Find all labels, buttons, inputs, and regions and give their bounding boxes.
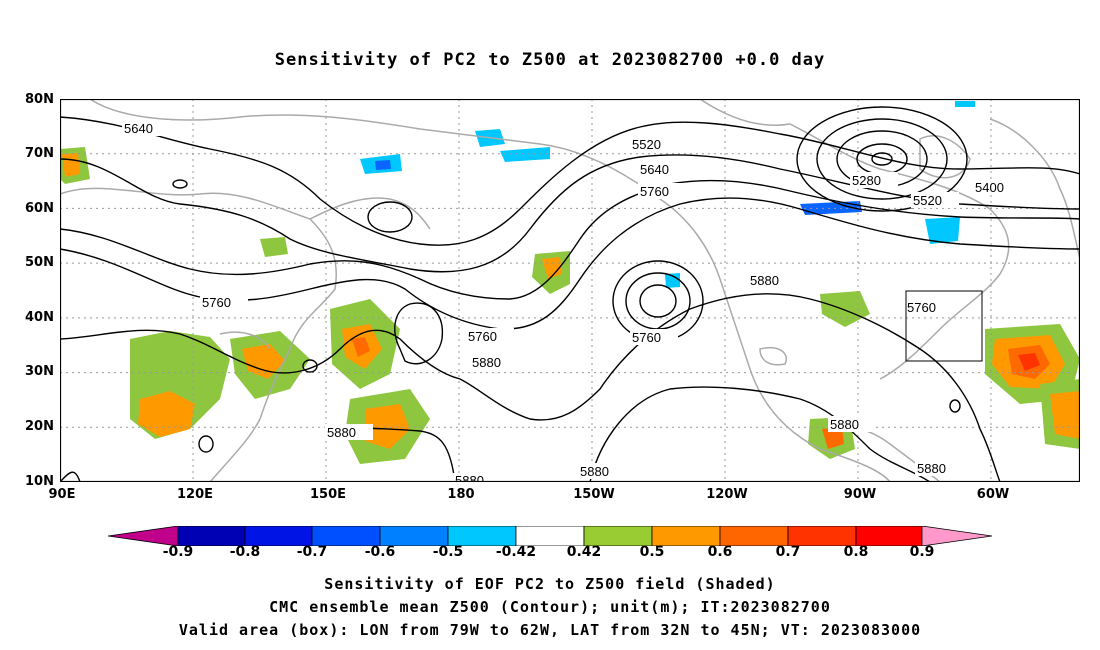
shade-negative xyxy=(375,160,391,170)
contour-label: 5880 xyxy=(455,473,484,482)
plot-title: Sensitivity of PC2 to Z500 at 2023082700… xyxy=(274,50,826,70)
map-panel: 5640 5520 5640 5760 5280 5400 5520 5760 … xyxy=(60,99,1080,482)
colorbar-label: 0.5 xyxy=(639,544,665,560)
shade-positive xyxy=(1018,353,1040,371)
shade-positive xyxy=(242,344,285,379)
lat-label-80n: 80N xyxy=(25,92,54,107)
colorbar-swatch xyxy=(651,526,721,546)
lon-label-90w: 90W xyxy=(843,487,877,502)
caption-line-2: CMC ensemble mean Z500 (Contour); unit(m… xyxy=(269,598,831,616)
shade-positive xyxy=(542,257,562,279)
colorbar-label: 0.8 xyxy=(843,544,869,560)
contour-label: 5880 xyxy=(472,355,501,370)
contour-label: 5880 xyxy=(917,461,946,476)
contour-label: 5640 xyxy=(640,162,669,177)
shade-negative xyxy=(955,101,975,107)
colorbar-label: 0.7 xyxy=(775,544,801,560)
colorbar-label: -0.42 xyxy=(495,544,537,560)
lon-label-150w: 150W xyxy=(573,487,615,502)
contour-label: 5640 xyxy=(124,121,153,136)
colorbar-label: 0.42 xyxy=(566,544,602,560)
shade-positive xyxy=(62,153,80,177)
colorbar-swatch xyxy=(311,526,381,546)
colorbar-label: -0.8 xyxy=(229,544,261,560)
colorbar-swatch xyxy=(244,526,313,546)
map-frame xyxy=(60,99,1080,482)
caption-line-1: Sensitivity of EOF PC2 to Z500 field (Sh… xyxy=(324,575,776,593)
shade-negative xyxy=(800,201,862,215)
shade-positive xyxy=(352,337,370,357)
contour-label: 5760 xyxy=(640,184,669,199)
valid-area-box xyxy=(905,290,983,362)
colorbar-swatch xyxy=(719,526,789,546)
lat-label-40n: 40N xyxy=(25,310,54,325)
lat-label-60n: 60N xyxy=(25,201,54,216)
contour-label: 5280 xyxy=(852,173,881,188)
contour-label: 5880 xyxy=(580,464,609,479)
colorbar-label: 0.9 xyxy=(909,544,935,560)
colorbar-swatch-neg-extreme xyxy=(108,526,179,546)
shade-positive xyxy=(822,427,844,449)
contour-label: 5760 xyxy=(202,295,231,310)
lon-label-180: 180 xyxy=(447,487,475,502)
lon-label-90e: 90E xyxy=(48,487,76,502)
z500-contours xyxy=(60,106,1080,482)
colorbar-label: -0.7 xyxy=(296,544,328,560)
colorbar xyxy=(108,526,992,546)
contour-label: 5760 xyxy=(907,300,936,315)
lon-label-150e: 150E xyxy=(309,487,347,502)
lon-label-120e: 120E xyxy=(176,487,214,502)
lat-label-70n: 70N xyxy=(25,146,54,161)
contour-label: 5880 xyxy=(830,417,859,432)
coastlines xyxy=(60,99,1080,482)
colorbar-swatch xyxy=(447,526,517,546)
contour-label: 5880 xyxy=(327,425,356,440)
colorbar-swatch xyxy=(379,526,449,546)
colorbar-swatch xyxy=(855,526,923,546)
contour-label: 5520 xyxy=(632,137,661,152)
colorbar-label: -0.5 xyxy=(432,544,464,560)
map-canvas: 5640 5520 5640 5760 5280 5400 5520 5760 … xyxy=(60,99,1080,482)
shade-negative xyxy=(925,217,960,244)
shade-positive xyxy=(260,237,288,257)
colorbar-label: 0.6 xyxy=(707,544,733,560)
contour-label: 5880 xyxy=(750,273,779,288)
contour-label: 5760 xyxy=(632,330,661,345)
colorbar-swatch xyxy=(787,526,857,546)
lat-label-30n: 30N xyxy=(25,364,54,379)
sensitivity-shading xyxy=(60,101,1080,464)
colorbar-swatch xyxy=(583,526,653,546)
colorbar-label: -0.9 xyxy=(162,544,194,560)
contour-label: 5400 xyxy=(975,180,1004,195)
colorbar-label: -0.6 xyxy=(364,544,396,560)
shade-negative xyxy=(500,147,550,162)
lat-label-20n: 20N xyxy=(25,419,54,434)
lat-label-50n: 50N xyxy=(25,255,54,270)
colorbar-swatch xyxy=(515,526,585,546)
lon-label-120w: 120W xyxy=(706,487,748,502)
shade-positive xyxy=(138,391,195,437)
contour-label: 5520 xyxy=(913,193,942,208)
colorbar-swatch xyxy=(177,526,246,546)
shade-positive xyxy=(820,291,870,327)
shade-negative xyxy=(665,273,680,288)
caption-line-3: Valid area (box): LON from 79W to 62W, L… xyxy=(178,621,922,639)
contour-label: 5760 xyxy=(468,329,497,344)
shade-positive xyxy=(365,404,410,449)
lat-label-10n: 10N xyxy=(25,474,54,489)
lon-label-60w: 60W xyxy=(976,487,1010,502)
colorbar-swatch-pos-extreme xyxy=(921,526,992,546)
